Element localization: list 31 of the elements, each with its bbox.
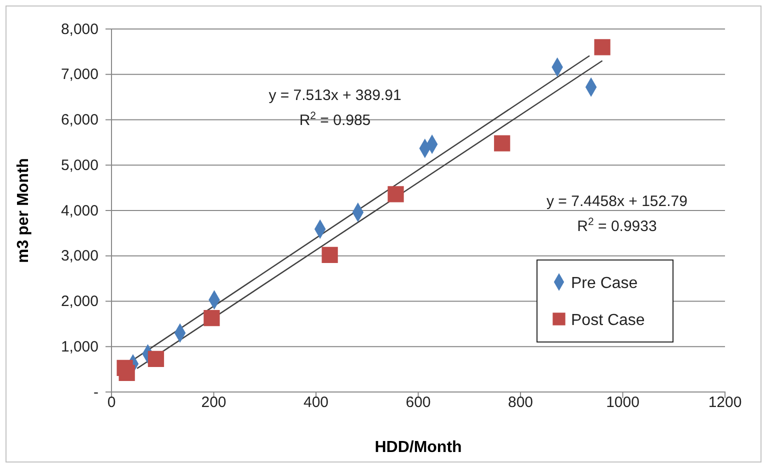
y-axis-title: m3 per Month — [15, 158, 32, 263]
point — [388, 186, 404, 202]
x-tick-label: 1000 — [606, 394, 640, 411]
y-tick-label: 8,000 — [60, 20, 98, 38]
y-tick-label: 7,000 — [60, 66, 98, 84]
annotation: y = 7.513x + 389.91 — [268, 87, 402, 104]
annotation: R$^{2}$ = 0.985 — [299, 110, 371, 129]
legend-label: Pre Case — [571, 275, 638, 292]
y-tick-label: - — [94, 384, 98, 401]
x-tick-label: 200 — [201, 394, 226, 411]
x-tick-label: 800 — [508, 394, 534, 411]
x-tick-label: 1200 — [708, 394, 742, 411]
y-tick-label: 4,000 — [60, 202, 98, 220]
point — [494, 135, 510, 152]
x-tick-label: 400 — [303, 394, 329, 411]
point — [322, 246, 338, 264]
x-axis-title: HDD/Month — [374, 439, 462, 456]
point — [148, 350, 164, 367]
x-tick-label: 0 — [107, 394, 116, 411]
annotation: y = 7.4458x + 152.79 — [546, 193, 688, 210]
y-tick-label: 6,000 — [60, 112, 98, 129]
x-tick-label: 600 — [406, 394, 431, 411]
point — [204, 310, 220, 326]
annotation: R$^{2}$ = 0.9933 — [577, 216, 657, 235]
point — [594, 39, 610, 56]
y-tick-label: 5,000 — [60, 156, 98, 174]
y-tick-label: 3,000 — [60, 248, 98, 265]
point — [118, 364, 135, 382]
y-tick-label: 2,000 — [60, 293, 98, 310]
y-tick-label: 1,000 — [60, 338, 98, 356]
legend-label: Post Case — [571, 312, 645, 329]
